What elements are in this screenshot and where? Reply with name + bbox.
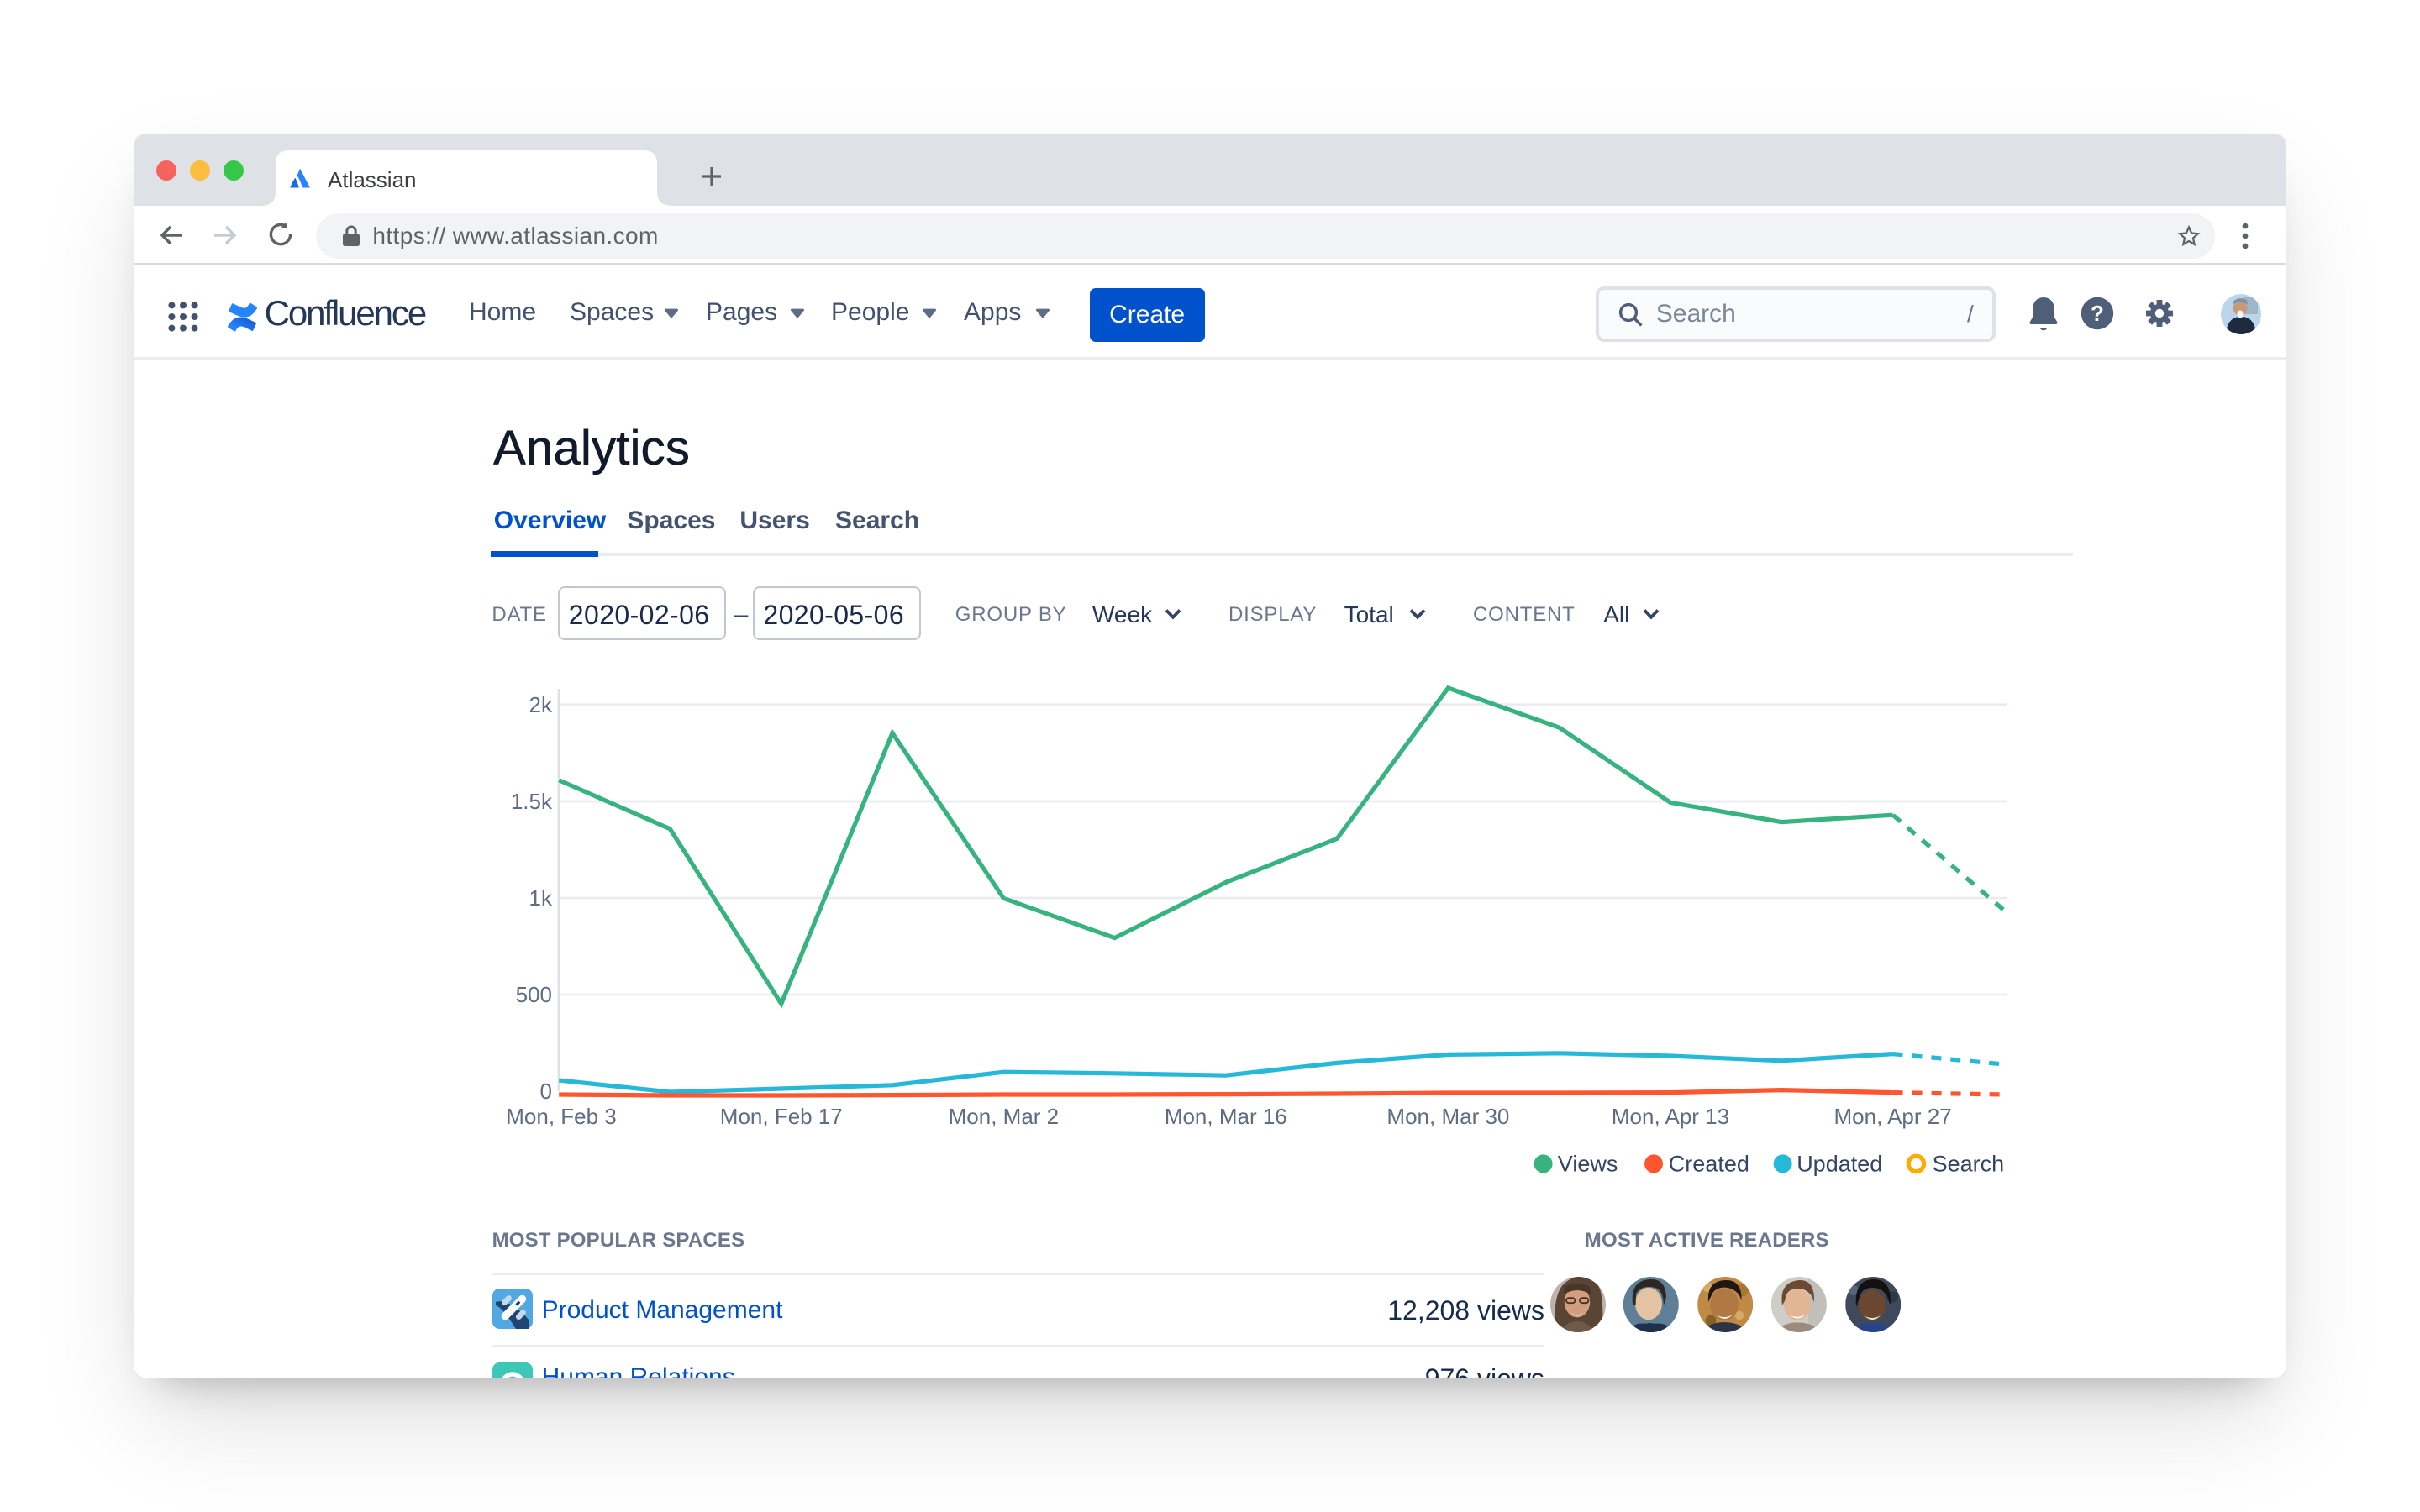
svg-text:?: ? bbox=[2091, 301, 2104, 326]
